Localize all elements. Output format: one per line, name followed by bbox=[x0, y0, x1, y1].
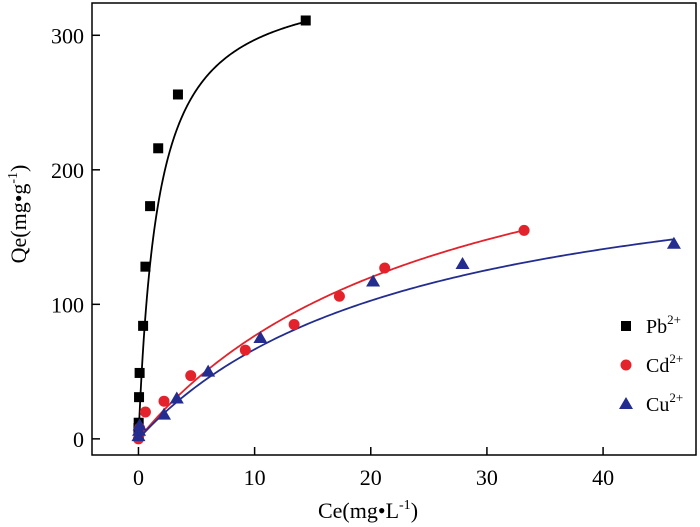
y-axis-title: Qe(mg•g-1) bbox=[6, 165, 31, 264]
data-point-cu bbox=[132, 418, 147, 431]
data-point-cd bbox=[139, 406, 151, 418]
data-points bbox=[131, 15, 681, 445]
data-point-cd bbox=[239, 344, 251, 356]
legend: Pb2+ Cd2+ Cu2+ bbox=[619, 312, 683, 416]
y-tick-label: 0 bbox=[73, 427, 84, 452]
data-point-cd bbox=[288, 319, 300, 331]
data-point-pb bbox=[134, 392, 145, 403]
data-point-pb bbox=[138, 320, 149, 331]
legend-label-cu: Cu2+ bbox=[646, 390, 683, 416]
data-point-cu bbox=[201, 364, 216, 377]
y-tick-label: 300 bbox=[51, 23, 84, 48]
plot-frame bbox=[91, 2, 697, 456]
fit-curve-cu bbox=[137, 238, 675, 440]
fit-curves bbox=[137, 20, 675, 440]
legend-marker-pb bbox=[621, 321, 631, 331]
y-tick-label: 100 bbox=[51, 292, 84, 317]
x-tick-label: 0 bbox=[133, 465, 144, 490]
data-point-cd bbox=[333, 290, 345, 302]
legend-marker-cd bbox=[620, 359, 632, 371]
ticks: 0 10 20 30 40 0 100 200 300 bbox=[51, 23, 614, 490]
data-point-cd bbox=[158, 395, 170, 407]
data-point-cd bbox=[518, 224, 530, 236]
x-tick-label: 30 bbox=[476, 465, 498, 490]
data-point-pb bbox=[300, 15, 311, 26]
x-axis-title: Ce(mg•L-1) bbox=[318, 498, 418, 523]
data-point-cu bbox=[366, 274, 381, 287]
data-point-cd bbox=[185, 370, 197, 382]
legend-marker-cu bbox=[619, 397, 633, 409]
legend-label-cd: Cd2+ bbox=[646, 351, 683, 377]
data-point-pb bbox=[172, 89, 183, 100]
x-tick-label: 10 bbox=[244, 465, 266, 490]
fit-curve-cd bbox=[137, 229, 525, 440]
data-point-cu bbox=[169, 391, 184, 404]
data-point-cu bbox=[157, 407, 172, 420]
y-tick-label: 200 bbox=[51, 158, 84, 183]
data-point-pb bbox=[140, 261, 151, 272]
data-point-pb bbox=[145, 201, 156, 212]
legend-label-pb: Pb2+ bbox=[646, 312, 681, 338]
x-tick-label: 40 bbox=[592, 465, 614, 490]
data-point-cu bbox=[666, 236, 681, 249]
data-point-cu bbox=[455, 256, 470, 269]
fit-curve-pb bbox=[137, 20, 306, 439]
x-tick-label: 20 bbox=[360, 465, 382, 490]
data-point-pb bbox=[153, 143, 164, 154]
data-point-cu bbox=[253, 330, 268, 343]
data-point-pb bbox=[134, 367, 145, 378]
data-point-cd bbox=[379, 262, 391, 274]
